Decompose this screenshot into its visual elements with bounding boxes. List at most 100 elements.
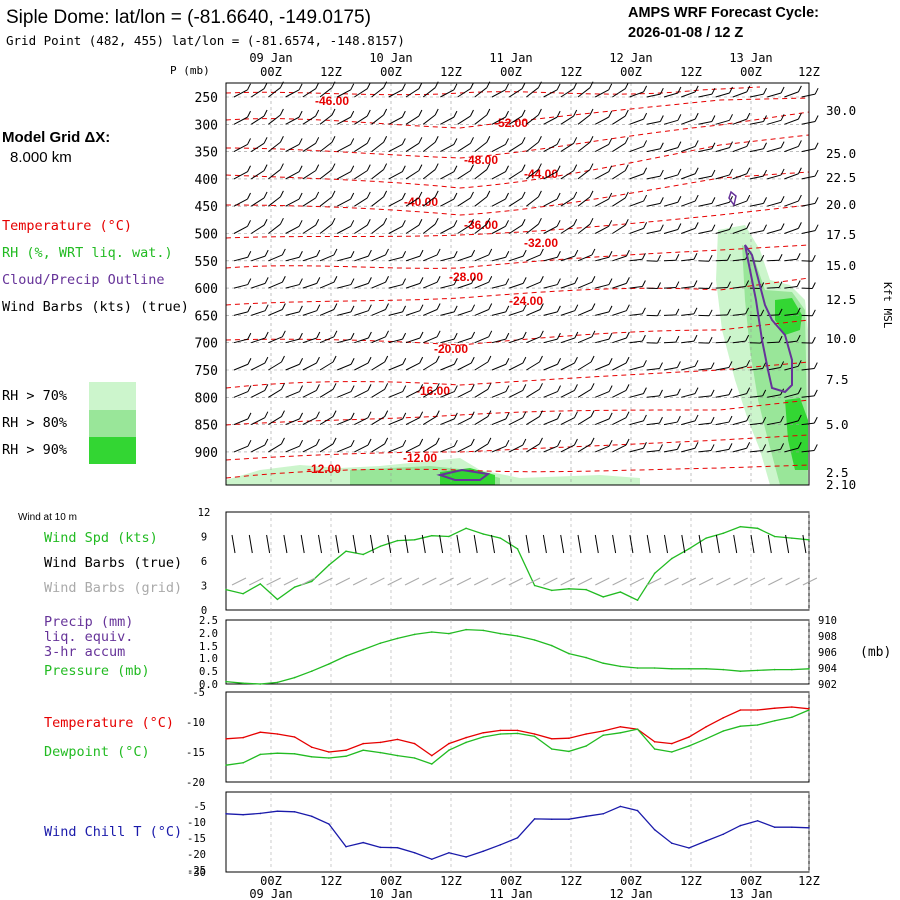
series-point-dewpoint [396,754,399,757]
wind-barb-flag [435,410,440,417]
wind-barb-shaft [250,417,266,426]
series-point-wind-speed-kts [276,598,279,601]
wind-barb-flag [367,331,372,339]
series-point-wind-chill [379,846,382,849]
wind-barb-flag [418,109,423,117]
wind-barb-flag [811,309,816,317]
temperature-contour [225,434,810,461]
temperature-contour [225,244,810,269]
wind-barb-shaft [457,255,472,262]
wind-barb-shaft [612,115,626,125]
wind-barb-flag [708,336,713,344]
wind-barb-shaft [749,422,763,426]
wind-barb-flag [488,275,493,283]
series-point-pressure-mb [276,681,279,684]
series-point-temperature [756,709,759,711]
wind-barb-shaft [681,393,696,398]
wind10m-grid-barb [231,577,247,586]
wind-barb-shaft [526,169,539,180]
wind-barb-flag [797,194,802,202]
wind-barb-flag [694,441,699,449]
series-point-pressure-mb [379,642,382,644]
pressure-tick-label: 450 [195,200,218,215]
wind-barb-shaft [268,388,282,398]
wind-barb-shaft [749,93,764,98]
wind-barb-shaft [268,309,283,316]
temperature-contour-label: -46.00 [315,94,349,108]
wind-barb-shaft [526,361,540,371]
wind-barb-shaft [319,416,334,426]
wind-barb-shaft [336,225,351,234]
bottom-date-label: 09 Jan [249,887,292,900]
temperature-contour [225,361,810,389]
series-point-wind-speed-kts [773,535,776,538]
wind-barb-flag [677,223,682,230]
wind-barb-shaft [457,115,471,125]
wind-barb-flag [591,303,596,310]
wind-barb-flag [556,332,561,340]
cross-section-frame [225,82,810,486]
panel-frame [225,691,810,783]
wind-barb-flag [264,304,269,311]
wind-barb-flag [367,277,372,284]
wind-barb-flag [780,196,785,203]
wind-barb-shaft [594,89,609,98]
series-point-wind-speed-kts [756,527,759,530]
wind-barb-flag [813,416,818,424]
wind-barb-flag [608,358,613,365]
wind-barb-flag [522,277,527,284]
wind-barb-shaft [543,198,558,207]
series-point-wind-chill [791,826,793,828]
series-point-temperature [550,738,553,740]
wind-barb-flag [315,137,320,144]
wind10m-barb [612,534,617,554]
wind-barb-shaft [715,366,730,371]
wind-barb-shaft [405,310,421,316]
wind-barb-flag [505,305,510,313]
legend-temperature: Temperature (°C) [2,218,132,234]
wind-barb-shaft [250,88,265,98]
wind-barb-shaft [594,116,609,125]
wind-barb-shaft [767,174,782,180]
wind-barb-shaft [646,148,661,153]
wind-barb-flag [247,332,252,340]
series-point-pressure-mb [568,652,570,655]
wind-barb-flag [746,387,751,394]
wind-barb-shaft [732,340,746,344]
wind-barb-flag [694,414,699,422]
wind-barb-flag [419,356,424,364]
wind-barb-flag [247,192,251,200]
wind-barb-flag [659,444,663,451]
wind-barb-flag [676,443,681,450]
series-point-pressure-mb [619,665,622,668]
wind-barb-flag [402,439,407,447]
wind-barb-shaft [336,171,351,180]
wind-barb-shaft [663,341,676,344]
series-point-dewpoint [636,728,639,730]
series-point-temperature [396,738,399,741]
series-point-dewpoint [739,725,742,727]
wind-barb-flag [745,334,750,342]
temperature-contour-label: -36.00 [464,218,498,232]
wind-barb-flag [247,110,251,118]
wind-barb-shaft [491,445,507,453]
wind-barb-shaft [767,259,780,262]
wind-barb-flag [556,251,561,258]
wind-barb-shaft [543,311,558,316]
wind10m-barb [369,534,374,554]
wind-barb-shaft [302,197,316,207]
wind-barb-flag [729,223,733,230]
wind-barb-shaft [491,116,506,125]
kft-tick-label: 10.0 [826,331,856,346]
wind-barb-flag [263,82,268,89]
wind-barb-shaft [698,202,713,207]
wind-barb-shaft [646,422,660,426]
wind-barb-shaft [646,120,661,125]
series-point-dewpoint [259,753,262,756]
temperature-contour-label: -32.00 [524,236,558,250]
temperature-label: Temperature (°C) [44,715,174,731]
series-point-pressure-mb [499,632,502,635]
wind10m-barb [577,534,582,554]
wind-barb-shaft [767,341,780,344]
wind-barb-shaft [371,254,386,262]
